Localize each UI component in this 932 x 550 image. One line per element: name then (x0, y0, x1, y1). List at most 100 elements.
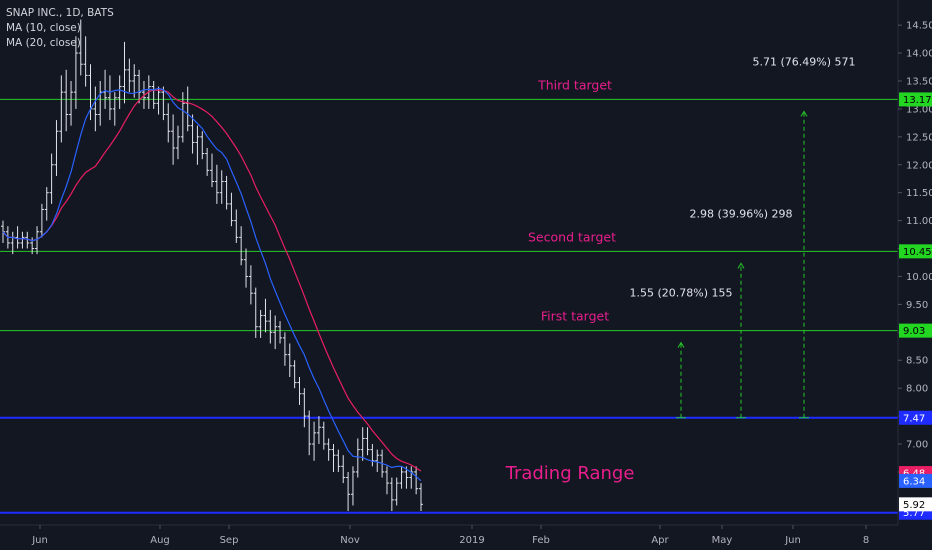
ohlc-bar (117, 75, 122, 109)
x-tick-label: Nov (340, 535, 360, 546)
price-tag: 9.03 (899, 323, 932, 338)
target-label: First target (541, 309, 609, 324)
ohlc-bar (419, 483, 423, 512)
target-label: Third target (537, 77, 612, 92)
ma20-line (2, 89, 422, 472)
ohlc-bar (360, 427, 365, 461)
target-label: Second target (528, 229, 616, 244)
ohlc-bar (137, 69, 142, 104)
y-tick-label: 13.00 (906, 104, 932, 115)
ohlc-bar (78, 19, 83, 76)
x-tick-label: Aug (150, 535, 170, 546)
ohlc-bar (103, 69, 108, 109)
price-tag: 5.92 (899, 497, 932, 512)
ohlc-bar (409, 466, 414, 489)
x-tick-label: Feb (532, 535, 550, 546)
ohlc-bar (384, 466, 389, 495)
y-tick-label: 11.50 (906, 188, 932, 199)
x-tick-label: Apr (651, 535, 669, 546)
ohlc-bar (175, 125, 180, 160)
y-tick-label: 12.50 (906, 132, 932, 143)
ohlc-bar (200, 131, 205, 160)
ma20-label[interactable]: MA (20, close) (6, 37, 81, 49)
ohlc-bar (346, 471, 351, 512)
ohlc-bar (83, 36, 88, 87)
measure-arrow (676, 341, 686, 419)
measure-arrow (736, 262, 746, 419)
ohlc-bar (39, 203, 44, 238)
ohlc-bar (234, 209, 239, 243)
measure-arrow (799, 110, 809, 419)
ohlc-bar (127, 58, 132, 93)
ohlc-bar (151, 80, 156, 109)
ohlc-bar (282, 332, 287, 366)
ohlc-bar (20, 231, 25, 249)
ohlc-bar (35, 226, 40, 255)
ohlc-bar (278, 321, 283, 344)
ohlc-bar (394, 477, 399, 506)
y-tick-label: 11.00 (906, 216, 932, 227)
ohlc-bar (205, 148, 210, 176)
ohlc-bar (248, 265, 253, 305)
y-tick-label: 8.50 (906, 356, 928, 367)
price-axis[interactable]: 14.50 14.00 13.50 13.00 12.50 12.00 11.50 11.00… (897, 0, 932, 525)
svg-text:10.45: 10.45 (903, 247, 932, 258)
ohlc-bar (273, 315, 278, 350)
symbol-title[interactable]: SNAP INC., 1D, BATS (6, 7, 114, 19)
ohlc-bar (375, 449, 380, 472)
svg-text:13.17: 13.17 (903, 95, 932, 106)
ohlc-bar (307, 410, 312, 456)
ohlc-bar (54, 120, 59, 176)
ohlc-bar (414, 466, 419, 495)
ohlc-bar (107, 75, 112, 121)
ohlc-bar (268, 309, 273, 344)
ohlc-bar (355, 438, 360, 478)
ohlc-bar (326, 438, 331, 461)
ohlc-bar (49, 153, 54, 204)
ohlc-bar (59, 75, 64, 143)
ohlc-bar (112, 92, 117, 126)
price-tag: 10.45 (899, 244, 932, 259)
time-axis[interactable]: Jun Aug Sep Nov 2019 Feb Apr May Jun 8 (0, 524, 898, 546)
ohlc-bar (185, 86, 190, 132)
ohlc-bar (244, 248, 249, 288)
ohlc-bar (210, 153, 214, 188)
trading-range-label: Trading Range (505, 463, 635, 484)
svg-text:9.03: 9.03 (903, 326, 925, 337)
ohlc-bar (69, 80, 74, 126)
ohlc-bar (331, 444, 336, 472)
ohlc-bar (292, 360, 297, 389)
ohlc-bar (93, 86, 98, 132)
ohlc-bar (253, 287, 258, 338)
ohlc-bar (404, 466, 409, 489)
ohlc-bar (161, 86, 166, 121)
measure-label: 2.98 (39.96%) 298 (689, 207, 792, 220)
ohlc-bar (350, 466, 355, 506)
svg-text:6.34: 6.34 (903, 476, 925, 487)
ohlc-bar (321, 421, 326, 450)
ohlc-bar (239, 226, 244, 266)
x-tick-label: Sep (220, 535, 239, 546)
ohlc-bar (389, 477, 394, 512)
ohlc-bar (336, 449, 341, 472)
x-tick-label: Jun (31, 535, 48, 546)
chart-legend: SNAP INC., 1D, BATS MA (10, close) MA (2… (6, 6, 114, 51)
ohlc-bar (15, 226, 20, 249)
ohlc-bar (73, 36, 78, 109)
x-tick-label: 8 (863, 535, 869, 546)
measure-label: 5.71 (76.49%) 571 (752, 55, 855, 68)
y-tick-label: 10.00 (906, 272, 932, 283)
ohlc-bar (44, 187, 49, 221)
ohlc-bar (195, 125, 200, 165)
ohlc-bar (1, 220, 5, 243)
ohlc-bar (219, 170, 224, 204)
y-tick-label: 12.00 (906, 160, 932, 171)
moving-averages (2, 87, 422, 482)
measure-label: 1.55 (20.78%) 155 (629, 287, 732, 300)
ma10-label[interactable]: MA (10, close) (6, 22, 81, 34)
y-tick-label: 8.00 (906, 384, 928, 395)
ohlc-bar (190, 114, 195, 154)
svg-text:5.77: 5.77 (903, 508, 925, 519)
ohlc-bar (341, 455, 346, 484)
